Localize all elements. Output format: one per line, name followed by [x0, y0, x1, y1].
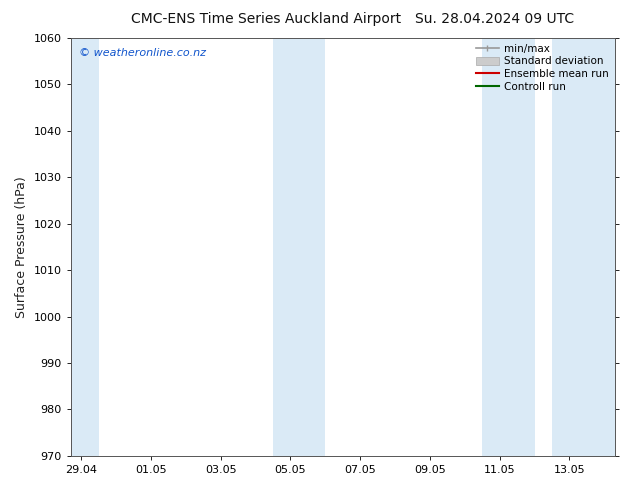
Text: © weatheronline.co.nz: © weatheronline.co.nz — [79, 48, 206, 58]
Text: CMC-ENS Time Series Auckland Airport: CMC-ENS Time Series Auckland Airport — [131, 12, 401, 26]
Bar — [273, 38, 325, 456]
Bar — [71, 38, 99, 456]
Legend: min/max, Standard deviation, Ensemble mean run, Controll run: min/max, Standard deviation, Ensemble me… — [472, 41, 612, 95]
Y-axis label: Surface Pressure (hPa): Surface Pressure (hPa) — [15, 176, 28, 318]
Bar — [552, 38, 615, 456]
Bar — [482, 38, 534, 456]
Text: Su. 28.04.2024 09 UTC: Su. 28.04.2024 09 UTC — [415, 12, 574, 26]
